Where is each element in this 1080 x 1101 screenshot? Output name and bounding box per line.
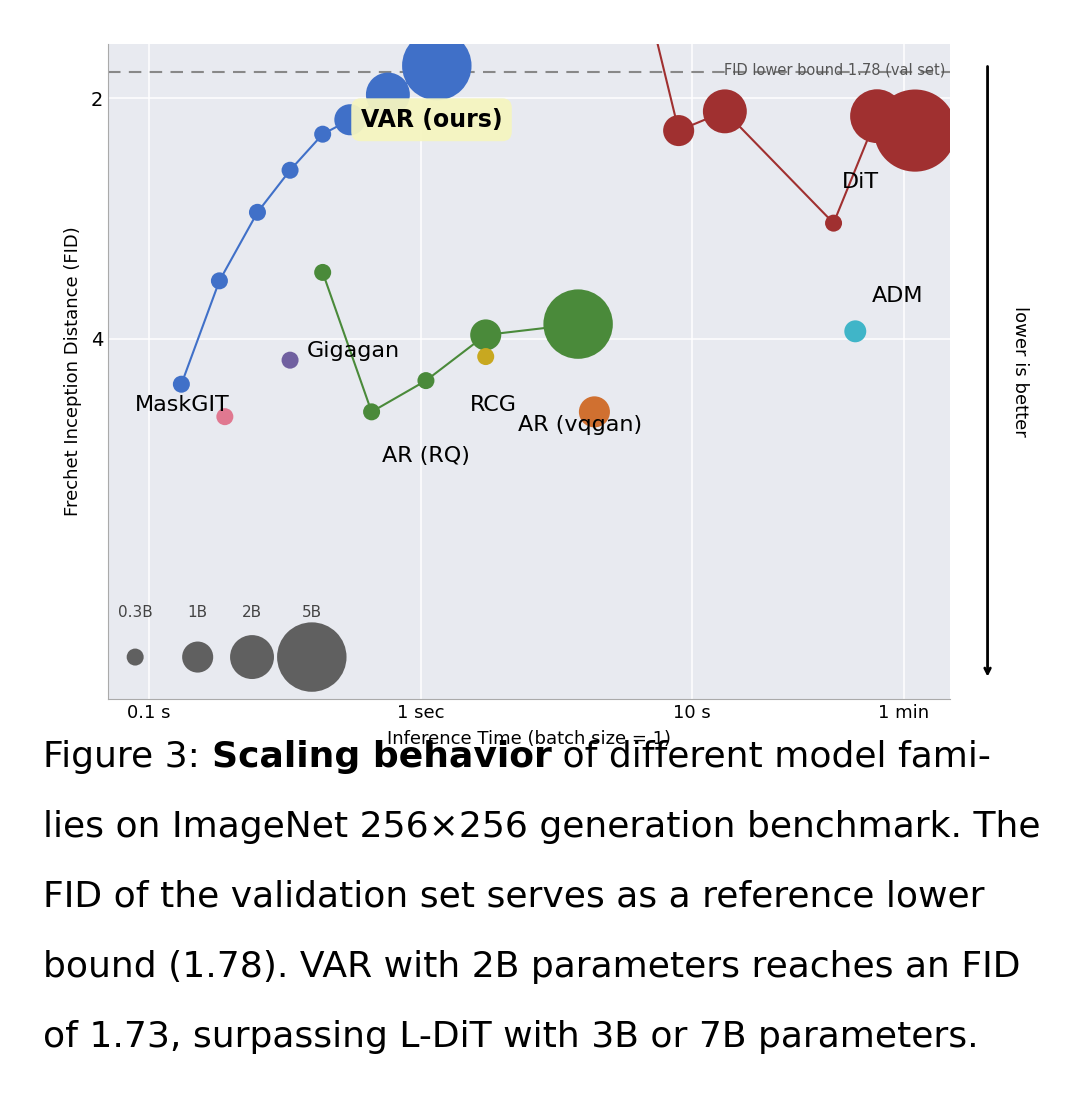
Text: MaskGIT: MaskGIT — [135, 394, 230, 415]
Point — [314, 263, 332, 281]
Text: AR (vqgan): AR (vqgan) — [518, 415, 643, 435]
Text: 2B: 2B — [242, 606, 262, 620]
Point — [363, 403, 380, 421]
Point — [303, 648, 321, 666]
Text: DiT: DiT — [841, 172, 879, 193]
Point — [569, 315, 586, 333]
Point — [314, 126, 332, 143]
Text: Gigagan: Gigagan — [307, 341, 400, 361]
Text: 0.3B: 0.3B — [118, 606, 152, 620]
Point — [189, 648, 206, 666]
Point — [243, 648, 260, 666]
Text: lower is better: lower is better — [1011, 306, 1029, 437]
Point — [211, 272, 228, 290]
Point — [716, 102, 733, 120]
Point — [428, 57, 445, 75]
Text: FID lower bound 1.78 (val set): FID lower bound 1.78 (val set) — [724, 63, 945, 78]
Point — [585, 403, 603, 421]
Text: ADM: ADM — [872, 286, 923, 306]
Text: Scaling behavior: Scaling behavior — [212, 740, 552, 774]
Point — [216, 407, 233, 425]
Point — [825, 215, 842, 232]
Y-axis label: Frechet Inception Distance (FID): Frechet Inception Distance (FID) — [65, 227, 82, 516]
Point — [477, 326, 495, 344]
Point — [868, 108, 886, 126]
Text: AR (RQ): AR (RQ) — [382, 446, 470, 467]
Point — [847, 323, 864, 340]
Point — [282, 351, 299, 369]
Point — [173, 375, 190, 393]
Point — [670, 122, 687, 140]
Point — [906, 122, 923, 140]
Text: VAR (ours): VAR (ours) — [361, 108, 502, 132]
Text: lies on ImageNet 256×256 generation benchmark. The: lies on ImageNet 256×256 generation benc… — [43, 809, 1041, 843]
Point — [126, 648, 144, 666]
Text: bound (1.78). VAR with 2B parameters reaches an FID: bound (1.78). VAR with 2B parameters rea… — [43, 950, 1021, 984]
Point — [417, 372, 434, 390]
Text: 1B: 1B — [188, 606, 207, 620]
Text: RCG: RCG — [470, 394, 516, 415]
Point — [282, 162, 299, 179]
Text: of different model fami-: of different model fami- — [552, 740, 991, 774]
X-axis label: Inference Time (batch size = 1): Inference Time (batch size = 1) — [388, 730, 671, 749]
Point — [341, 111, 359, 129]
Point — [248, 204, 266, 221]
Text: FID of the validation set serves as a reference lower: FID of the validation set serves as a re… — [43, 880, 985, 914]
Point — [477, 348, 495, 366]
Point — [379, 86, 396, 103]
Text: of 1.73, surpassing L-DiT with 3B or 7B parameters.: of 1.73, surpassing L-DiT with 3B or 7B … — [43, 1020, 978, 1054]
Text: Figure 3:: Figure 3: — [43, 740, 212, 774]
Text: 5B: 5B — [301, 606, 322, 620]
